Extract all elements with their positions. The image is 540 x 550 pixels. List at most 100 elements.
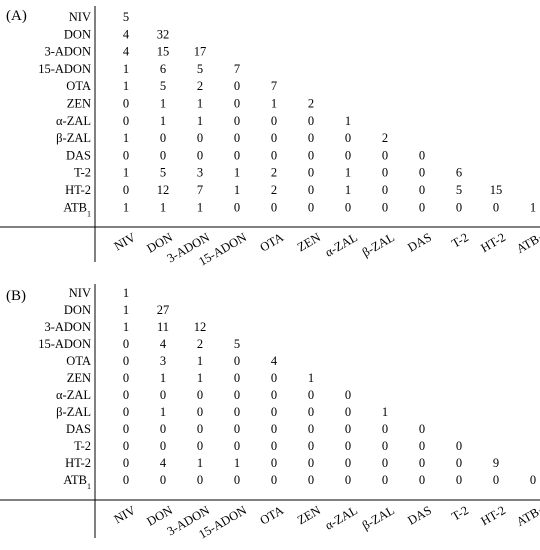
table-cell: 1: [160, 371, 166, 385]
column-label: β-ZAL: [360, 503, 397, 533]
table-cell: 0: [345, 473, 351, 487]
table-cell: 17: [194, 45, 207, 59]
row-label: ATB1: [63, 200, 91, 218]
column-label: T-2: [449, 230, 471, 251]
table-cell: 0: [308, 473, 314, 487]
table-cell: 5: [456, 183, 462, 197]
table-cell: 2: [197, 337, 203, 351]
column-label: DAS: [405, 230, 434, 255]
table-cell: 0: [271, 131, 277, 145]
table-cell: 0: [234, 131, 240, 145]
panel-label: (A): [6, 8, 27, 24]
table-cell: 1: [160, 97, 166, 111]
table-cell: 0: [234, 439, 240, 453]
table-cell: 0: [345, 200, 351, 214]
column-label: β-ZAL: [360, 230, 397, 260]
table-cell: 1: [345, 166, 351, 180]
table-cell: 0: [123, 439, 129, 453]
table-cell: 0: [234, 97, 240, 111]
table-cell: 0: [123, 371, 129, 385]
table-cell: 7: [234, 62, 240, 76]
column-label: OTA: [258, 503, 286, 527]
column-label: HT-2: [478, 230, 507, 255]
table-cell: 0: [493, 200, 499, 214]
table-cell: 0: [345, 439, 351, 453]
table-cell: 2: [308, 97, 314, 111]
table-cell: 0: [382, 439, 388, 453]
table-cell: 1: [345, 183, 351, 197]
row-label: DON: [64, 303, 91, 317]
panel-b: (B) NIVDON3-ADON15-ADONOTAZENα-ZALβ-ZALDA…: [0, 284, 540, 542]
table-cell: 1: [123, 131, 129, 145]
table-cell: 1: [197, 200, 203, 214]
column-label: HT-2: [478, 503, 507, 528]
table-cell: 0: [271, 439, 277, 453]
row-label: HT-2: [65, 456, 91, 470]
table-cell: 0: [308, 456, 314, 470]
table-cell: 0: [308, 388, 314, 402]
table-cell: 12: [194, 320, 207, 334]
table-cell: 2: [271, 183, 277, 197]
table-cell: 0: [419, 183, 425, 197]
table-cell: 0: [234, 405, 240, 419]
table-cell: 1: [197, 371, 203, 385]
table-cell: 5: [234, 337, 240, 351]
row-label: β-ZAL: [56, 405, 91, 419]
column-label: T-2: [449, 503, 471, 524]
table-cell: 0: [197, 148, 203, 162]
table-cell: 1: [123, 200, 129, 214]
table-cell: 0: [234, 422, 240, 436]
table-cell: 0: [234, 79, 240, 93]
row-label: NIV: [69, 10, 91, 24]
column-label: NIV: [112, 230, 138, 253]
row-label: ZEN: [67, 371, 91, 385]
table-cell: 0: [382, 166, 388, 180]
table-cell: 1: [197, 114, 203, 128]
row-label: β-ZAL: [56, 131, 91, 145]
column-label: ATB1: [514, 230, 540, 256]
table-cell: 0: [271, 148, 277, 162]
row-label: 3-ADON: [44, 45, 91, 59]
table-cell: 0: [271, 388, 277, 402]
column-label: NIV: [112, 503, 138, 526]
table-cell: 0: [123, 354, 129, 368]
table-cell: 0: [456, 439, 462, 453]
table-cell: 0: [382, 183, 388, 197]
table-cell: 0: [123, 337, 129, 351]
table-cell: 0: [345, 148, 351, 162]
table-cell: 0: [123, 422, 129, 436]
table-cell: 1: [308, 371, 314, 385]
table-cell: 0: [271, 114, 277, 128]
table-cell: 0: [271, 200, 277, 214]
row-label: 15-ADON: [38, 337, 91, 351]
table-cell: 0: [308, 114, 314, 128]
row-label: T-2: [74, 439, 91, 453]
table-cell: 0: [160, 388, 166, 402]
panel-a: (A) NIVDON3-ADON15-ADONOTAZENα-ZALβ-ZALDA…: [0, 6, 540, 269]
table-cell: 15: [157, 45, 170, 59]
table-cell: 6: [160, 62, 166, 76]
table-cell: 1: [234, 456, 240, 470]
table-cell: 0: [197, 405, 203, 419]
table-cell: 5: [160, 79, 166, 93]
column-label: α-ZAL: [323, 503, 360, 533]
table-cell: 1: [234, 166, 240, 180]
column-label: α-ZAL: [323, 230, 360, 260]
table-cell: 32: [157, 27, 170, 41]
table-cell: 0: [123, 97, 129, 111]
table-cell: 0: [456, 200, 462, 214]
table-cell: 0: [308, 183, 314, 197]
table-cell: 0: [123, 456, 129, 470]
table-cell: 0: [345, 405, 351, 419]
table-cell: 5: [123, 10, 129, 24]
table-cell: 0: [308, 148, 314, 162]
table-cell: 1: [382, 405, 388, 419]
table-cell: 4: [123, 27, 130, 41]
table-cell: 0: [345, 456, 351, 470]
table-cell: 4: [160, 337, 167, 351]
table-cell: 0: [419, 200, 425, 214]
table-cell: 5: [160, 166, 166, 180]
table-cell: 4: [160, 456, 167, 470]
table-cell: 0: [345, 388, 351, 402]
table-cell: 0: [308, 166, 314, 180]
